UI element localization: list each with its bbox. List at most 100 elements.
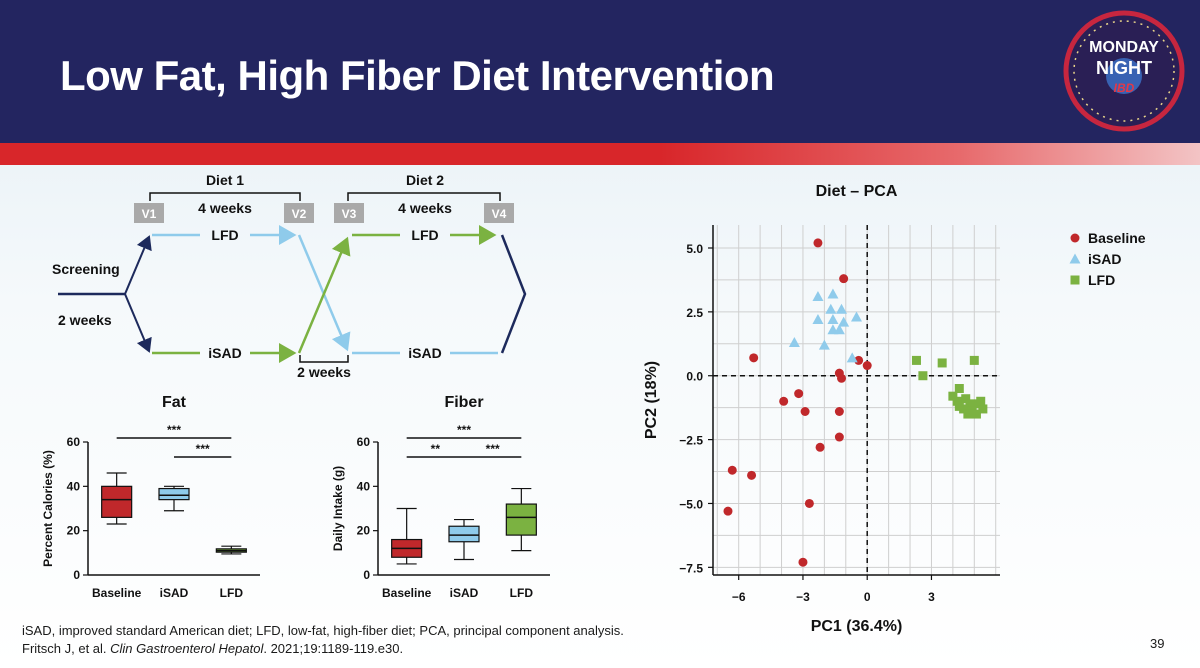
randomize-arrow-up [124, 235, 152, 295]
washout-label: 2 weeks [297, 364, 351, 380]
citation-details: . 2021;19:1189-119.e30. [263, 641, 404, 656]
significance-label-1: *** [196, 442, 210, 456]
point-isad [788, 337, 800, 348]
point-lfd [954, 401, 964, 411]
point-isad [836, 303, 848, 314]
arm2-diet2-label: iSAD [408, 345, 441, 361]
pca-y-tick-label: −7.5 [679, 561, 703, 575]
logo-line2: NIGHT [1096, 58, 1152, 78]
y-tick-label-1-1: 20 [357, 524, 371, 538]
point-isad [818, 339, 830, 350]
legend-label-baseline: Baseline [1088, 230, 1146, 246]
x-tick-label-0-0: Baseline [92, 586, 142, 600]
visit-v4: V4 [492, 207, 507, 221]
y-axis-label-1: Daily Intake (g) [331, 466, 345, 551]
arm1-diet2-label: LFD [411, 227, 438, 243]
pca-x-tick-label: 3 [928, 590, 935, 604]
fat-boxplot: Fat 0 20 40 60 Percent Calories (%) Baseline iS… [41, 394, 260, 600]
washout-bracket [299, 355, 349, 363]
point-baseline [779, 396, 789, 406]
pca-x-tick-label: −3 [796, 590, 810, 604]
point-baseline [834, 432, 844, 442]
point-isad [812, 291, 824, 302]
y-tick-label-1-3: 60 [357, 435, 371, 449]
visit-v1: V1 [142, 207, 157, 221]
box-isad [448, 525, 480, 543]
slide-header [0, 0, 1200, 143]
end-converge [500, 234, 527, 354]
diet2-bracket [347, 192, 501, 201]
pca-y-axis-label: PC2 (18%) [643, 361, 660, 439]
header-accent-bar [0, 143, 1200, 165]
y-axis-label-0: Percent Calories (%) [41, 450, 55, 567]
page-number: 39 [1150, 636, 1165, 651]
visit-box-v1 [134, 203, 164, 223]
y-tick-label-0-0: 0 [73, 568, 80, 582]
point-baseline [723, 506, 733, 516]
point-lfd [918, 371, 928, 381]
point-baseline [839, 274, 849, 284]
point-isad [833, 324, 845, 335]
point-lfd [948, 391, 958, 401]
footnote-abbreviations: iSAD, improved standard American diet; L… [22, 623, 624, 638]
point-isad [838, 316, 850, 327]
point-lfd [971, 409, 981, 419]
y-tick-label-1-0: 0 [363, 568, 370, 582]
y-tick-label-1-2: 40 [357, 479, 371, 493]
point-lfd [937, 358, 947, 368]
logo-line1: MONDAY [1089, 39, 1159, 56]
visit-v2: V2 [292, 207, 307, 221]
x-tick-label-1-2: LFD [510, 586, 534, 600]
significance-label-2: *** [486, 442, 500, 456]
point-isad [827, 288, 839, 299]
pca-title: Diet – PCA [816, 183, 898, 200]
fiber-boxplot: Fiber 0 20 40 60 Daily Intake (g) Baseline iSAD… [331, 394, 550, 600]
citation-authors: Fritsch J, et al. [22, 641, 111, 656]
point-baseline [815, 442, 825, 452]
box-isad [158, 487, 190, 501]
pca-scatter: Diet – PCA −6 −3 0 3 5.0 2.5 0.0 −2.5 −5.0 −7.5 PC1… [643, 183, 1146, 635]
point-baseline [747, 470, 757, 480]
monday-night-ibd-logo: MONDAY NIGHT IBD [1063, 10, 1185, 132]
box-title-0: Fat [162, 394, 187, 411]
citation-journal: Clin Gastroenterol Hepatol [110, 641, 264, 656]
screening-label: Screening [52, 261, 120, 277]
arm1-diet1-label: LFD [211, 227, 238, 243]
crossover-lfd-to-isad [297, 234, 351, 352]
box-title-1: Fiber [444, 394, 483, 411]
pca-y-tick-label: 0.0 [686, 370, 703, 384]
visit-box-v2 [284, 203, 314, 223]
visit-v3: V3 [342, 207, 357, 221]
visit-box-v4 [484, 203, 514, 223]
point-lfd [963, 409, 973, 419]
legend-label-lfd: LFD [1088, 272, 1115, 288]
diet2-label: Diet 2 [406, 172, 444, 188]
point-isad [846, 352, 858, 363]
point-isad [825, 303, 837, 314]
point-baseline [834, 406, 844, 416]
point-baseline [813, 238, 823, 248]
pca-x-tick-label: −6 [732, 590, 746, 604]
screening-duration: 2 weeks [58, 312, 112, 328]
point-baseline [800, 406, 810, 416]
pca-x-axis-label: PC1 (36.4%) [811, 618, 903, 635]
y-tick-label-0-1: 20 [67, 524, 81, 538]
legend-marker-isad [1069, 253, 1081, 264]
slide-title: Low Fat, High Fiber Diet Intervention [60, 52, 775, 99]
diet1-label: Diet 1 [206, 172, 244, 188]
legend-label-isad: iSAD [1088, 251, 1121, 267]
point-lfd [954, 384, 964, 394]
point-lfd [952, 396, 962, 406]
significance-label-0: *** [457, 423, 471, 437]
arm2-diet1-label: iSAD [208, 345, 241, 361]
pca-y-tick-label: 5.0 [686, 242, 703, 256]
point-lfd [965, 399, 975, 409]
point-isad [851, 311, 862, 322]
x-tick-label-1-0: Baseline [382, 586, 432, 600]
legend-marker-lfd [1070, 275, 1080, 285]
point-lfd [978, 404, 988, 414]
point-baseline [749, 353, 759, 363]
point-lfd [976, 396, 986, 406]
point-baseline [854, 355, 864, 365]
point-baseline [804, 498, 814, 508]
